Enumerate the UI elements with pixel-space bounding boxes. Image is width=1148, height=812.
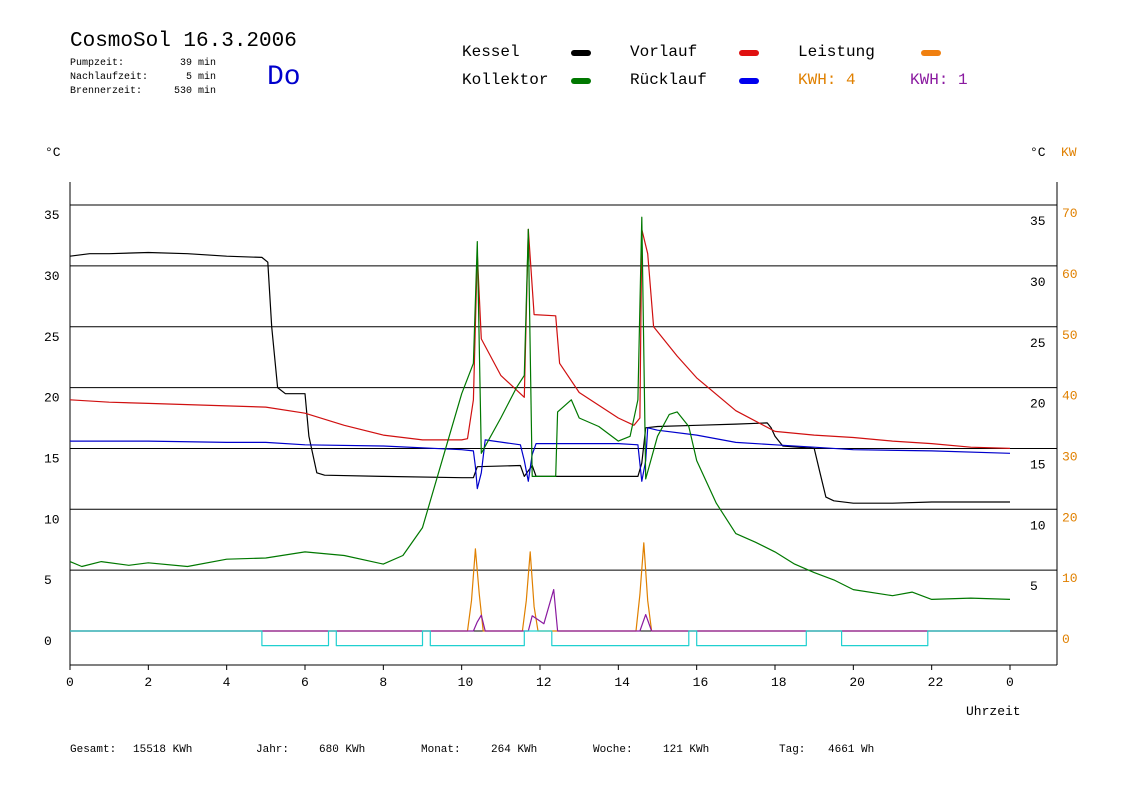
y-tick-label: 15 (44, 451, 60, 466)
footer-tag-value: 4661 Wh (828, 744, 875, 756)
footer-jahr-value: 680 KWh (319, 744, 366, 756)
y-right-tick-label: 15 (1030, 457, 1046, 472)
y-right-tick-label: 25 (1030, 336, 1046, 351)
stat-label: Pumpzeit: (70, 58, 125, 69)
footer-woche-value: 121 KWh (663, 744, 710, 756)
weekday-label: Do (267, 62, 301, 93)
footer-woche-label: Woche: (593, 744, 633, 756)
stat-brennerzeit: Brennerzeit: 530 min (70, 86, 216, 97)
right-axis-unit-kw: KW (1061, 145, 1077, 160)
legend-ruecklauf-swatch (739, 78, 759, 84)
x-tick-label: 2 (144, 675, 152, 690)
x-tick-label: 0 (1006, 675, 1014, 690)
y-right-tick-label: 10 (1030, 518, 1046, 533)
chart-title: CosmoSol 16.3.2006 (70, 30, 297, 53)
x-tick-label: 20 (849, 675, 865, 690)
x-tick-label: 22 (928, 675, 944, 690)
y-tick-label: 20 (44, 391, 60, 406)
legend-kessel-swatch (571, 50, 591, 56)
y2-tick-label: 70 (1062, 206, 1078, 221)
series-line-ruecklauf (70, 427, 1011, 490)
y-right-tick-label: 30 (1030, 275, 1046, 290)
footer-gesamt-value: 15518 KWh (133, 744, 193, 756)
y2-tick-label: 30 (1062, 449, 1078, 464)
legend-vorlauf-label: Vorlauf (630, 43, 698, 61)
y2-tick-label: 10 (1062, 571, 1078, 586)
footer-monat-value: 264 KWh (491, 744, 538, 756)
footer-monat-label: Monat: (421, 744, 461, 756)
legend-leistung-label: Leistung (798, 43, 875, 61)
footer-gesamt-label: Gesamt: (70, 744, 117, 756)
x-tick-label: 4 (223, 675, 231, 690)
y-right-tick-label: 20 (1030, 397, 1046, 412)
x-tick-label: 16 (693, 675, 709, 690)
y-tick-label: 10 (44, 512, 60, 527)
x-tick-label: 18 (771, 675, 787, 690)
y-tick-label: 0 (44, 634, 52, 649)
y-tick-label: 25 (44, 330, 60, 345)
series-line-kwh (70, 589, 1010, 632)
y2-tick-label: 50 (1062, 328, 1078, 343)
stat-value: 530 min (173, 86, 216, 97)
y-tick-label: 5 (44, 573, 52, 588)
legend-ruecklauf-label: Rücklauf (630, 71, 707, 89)
series-line-leistung (70, 542, 1010, 632)
x-tick-label: 14 (614, 675, 630, 690)
stat-label: Brennerzeit: (70, 86, 143, 97)
x-tick-label: 0 (66, 675, 74, 690)
right-axis-unit-c: °C (1030, 145, 1046, 160)
x-tick-label: 10 (458, 675, 474, 690)
x-tick-label: 6 (301, 675, 309, 690)
legend-kollektor-swatch (571, 78, 591, 84)
series-line-kollektor (69, 216, 1011, 600)
legend-kwh-orange: KWH: 4 (798, 71, 856, 89)
x-axis-label: Uhrzeit (966, 704, 1021, 719)
y2-tick-label: 60 (1062, 267, 1078, 282)
legend-vorlauf-swatch (739, 50, 759, 56)
x-tick-label: 12 (536, 675, 552, 690)
y-tick-label: 30 (44, 269, 60, 284)
series-line-vorlauf (69, 228, 1011, 449)
legend-leistung-swatch (921, 50, 941, 56)
stat-pumpzeit: Pumpzeit: 39 min (70, 58, 216, 69)
y-right-tick-label: 5 (1030, 579, 1038, 594)
y-right-tick-label: 35 (1030, 214, 1046, 229)
stat-label: Nachlaufzeit: (70, 72, 149, 83)
stat-value: 5 min (185, 72, 216, 83)
series-line-kessel (69, 251, 1010, 504)
x-tick-label: 8 (379, 675, 387, 690)
legend-kwh-purple: KWH: 1 (910, 71, 968, 89)
stat-nachlaufzeit: Nachlaufzeit: 5 min (70, 72, 216, 83)
left-axis-unit: °C (45, 145, 61, 160)
y2-tick-label: 0 (1062, 632, 1070, 647)
legend-kollektor-label: Kollektor (462, 71, 549, 89)
stat-value: 39 min (179, 58, 216, 69)
series-line-pumpe (70, 630, 1010, 647)
y-tick-label: 35 (44, 208, 60, 223)
y2-tick-label: 20 (1062, 510, 1078, 525)
legend-kessel-label: Kessel (462, 43, 520, 61)
footer-jahr-label: Jahr: (256, 744, 290, 756)
y2-tick-label: 40 (1062, 389, 1078, 404)
footer-tag-label: Tag: (779, 744, 806, 756)
